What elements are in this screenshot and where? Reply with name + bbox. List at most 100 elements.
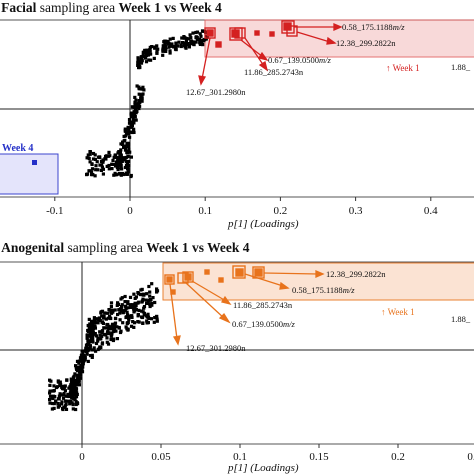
scatter-point — [105, 164, 109, 168]
scatter-point — [140, 315, 144, 319]
scatter-point — [131, 128, 136, 132]
scatter-point — [123, 294, 127, 299]
scatter-point — [56, 405, 60, 409]
scatter-point — [88, 152, 92, 156]
scatter-point — [187, 43, 191, 48]
scatter-point — [127, 314, 131, 318]
annotation-label: 1.88_ — [451, 314, 471, 324]
scatter-point — [198, 32, 202, 36]
scatter-point — [127, 163, 131, 168]
scatter-point — [91, 151, 96, 156]
scatter-point — [110, 331, 114, 335]
scatter-point — [70, 383, 74, 387]
scatter-point — [88, 160, 92, 164]
scatter-point — [89, 319, 94, 323]
scatter-point — [109, 327, 114, 331]
scatter-point — [107, 150, 111, 154]
highlight-region-week4 — [0, 153, 59, 195]
scatter-point — [112, 329, 116, 334]
scatter-point — [194, 36, 198, 40]
scatter-point — [52, 406, 56, 410]
scatter-point — [86, 153, 90, 157]
scatter-point — [69, 377, 73, 381]
scatter-point — [100, 320, 105, 324]
scatter-point — [93, 326, 97, 330]
scatter-point — [132, 110, 136, 114]
scatter-point — [111, 338, 115, 343]
scatter-point — [138, 65, 142, 70]
scatter-point — [56, 380, 60, 384]
scatter-point — [103, 311, 107, 315]
scatter-point — [90, 173, 94, 177]
scatter-point — [148, 304, 152, 309]
scatter-point — [99, 337, 103, 341]
scatter-point — [180, 36, 184, 40]
scatter-point — [125, 310, 129, 314]
scatter-point — [182, 43, 186, 48]
scatter-point — [145, 53, 149, 58]
scatter-point — [124, 164, 129, 168]
scatter-point — [74, 395, 79, 399]
scatter-point — [57, 397, 61, 401]
scatter-point — [63, 389, 67, 393]
scatter-point — [93, 174, 97, 178]
scatter-point — [140, 55, 144, 59]
scatter-point — [144, 56, 148, 60]
scatter-point — [101, 172, 105, 176]
scatter-point — [142, 305, 147, 309]
scatter-point — [91, 327, 95, 331]
scatter-point — [163, 42, 167, 46]
scatter-point — [134, 111, 138, 115]
scatter-point — [132, 325, 136, 329]
scatter-point — [124, 171, 128, 175]
scatter-point — [68, 402, 72, 406]
scatter-point — [136, 292, 141, 296]
scatter-point — [77, 361, 81, 365]
scatter-point — [137, 300, 141, 304]
scatter-point — [126, 170, 130, 174]
scatter-point — [119, 166, 123, 170]
scatter-point — [100, 330, 104, 335]
scatter-point — [153, 300, 157, 305]
panel-title: t Anogenital sampling area Week 1 vs Wee… — [0, 240, 250, 255]
scatter-point — [195, 30, 200, 34]
scatter-point — [94, 164, 98, 168]
scatter-point — [128, 135, 132, 139]
scatter-point — [123, 165, 127, 170]
scatter-point — [61, 396, 66, 400]
group-label-week1: ↑ Week 1 — [386, 63, 420, 73]
scatter-point — [111, 308, 115, 312]
scatter-point — [202, 39, 206, 43]
scatter-point — [110, 167, 114, 171]
scatter-point — [111, 158, 115, 162]
scatter-point — [118, 318, 122, 322]
scatter-point — [186, 37, 191, 41]
annotation-label: 11.86_285.2743n — [233, 300, 293, 310]
scatter-point — [86, 323, 90, 328]
scatter-point — [75, 359, 80, 363]
scatter-point — [128, 120, 132, 125]
scatter-point — [88, 354, 93, 358]
scatter-point — [198, 41, 202, 45]
scatter-point — [87, 317, 91, 321]
scatter-point — [90, 355, 94, 359]
scatter-point — [115, 163, 119, 168]
scatter-point — [113, 325, 117, 329]
scatter-point — [48, 391, 52, 395]
scatter-point — [150, 45, 154, 49]
scatter-point — [119, 173, 123, 177]
scatter-point — [82, 354, 86, 358]
scatter-point — [72, 391, 76, 395]
scatter-point — [136, 56, 140, 60]
scatter-point — [101, 329, 105, 333]
scatter-point — [120, 303, 124, 307]
scatter-point — [161, 44, 165, 48]
scatter-point — [127, 127, 131, 131]
scatter-point — [70, 385, 74, 389]
scatter-point — [91, 340, 95, 344]
scatter-point — [149, 52, 153, 56]
scatter-point — [75, 367, 79, 371]
scatter-point — [121, 156, 125, 160]
scatter-point — [136, 58, 140, 62]
scatter-point — [63, 404, 67, 408]
